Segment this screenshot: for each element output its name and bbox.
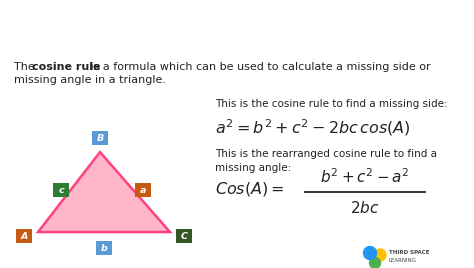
FancyBboxPatch shape <box>92 131 108 145</box>
Circle shape <box>370 258 381 268</box>
Text: cosine rule: cosine rule <box>32 62 100 72</box>
FancyBboxPatch shape <box>53 183 69 197</box>
FancyBboxPatch shape <box>135 183 151 197</box>
Text: $2bc$: $2bc$ <box>350 200 380 216</box>
Circle shape <box>364 247 376 259</box>
Polygon shape <box>38 152 170 232</box>
Text: This is the cosine rule to find a missing side:: This is the cosine rule to find a missin… <box>215 99 447 109</box>
Text: C: C <box>181 232 188 241</box>
Text: c: c <box>58 185 64 195</box>
FancyBboxPatch shape <box>16 229 32 243</box>
Text: B: B <box>96 134 104 143</box>
Text: is a formula which can be used to calculate a missing side or: is a formula which can be used to calcul… <box>87 62 430 72</box>
Text: $b^2 + c^2 - a^2$: $b^2 + c^2 - a^2$ <box>320 168 410 187</box>
Text: $a^2 = b^2 + c^2 - 2bc\,cos(A)$: $a^2 = b^2 + c^2 - 2bc\,cos(A)$ <box>215 117 411 138</box>
Text: LEARNING: LEARNING <box>389 258 417 263</box>
Circle shape <box>374 249 386 261</box>
Text: THIRD SPACE: THIRD SPACE <box>389 250 429 255</box>
Text: b: b <box>100 244 108 252</box>
FancyBboxPatch shape <box>96 241 112 255</box>
Text: Cosine Rule: Cosine Rule <box>12 12 159 32</box>
Text: The: The <box>14 62 38 72</box>
Text: A: A <box>20 232 27 241</box>
FancyBboxPatch shape <box>176 229 192 243</box>
Text: missing angle in a triangle.: missing angle in a triangle. <box>14 75 166 85</box>
Text: a: a <box>140 185 146 195</box>
Text: $Cos(A) =$: $Cos(A) =$ <box>215 180 284 198</box>
Text: This is the rearranged cosine rule to find a
missing angle:: This is the rearranged cosine rule to fi… <box>215 149 437 173</box>
